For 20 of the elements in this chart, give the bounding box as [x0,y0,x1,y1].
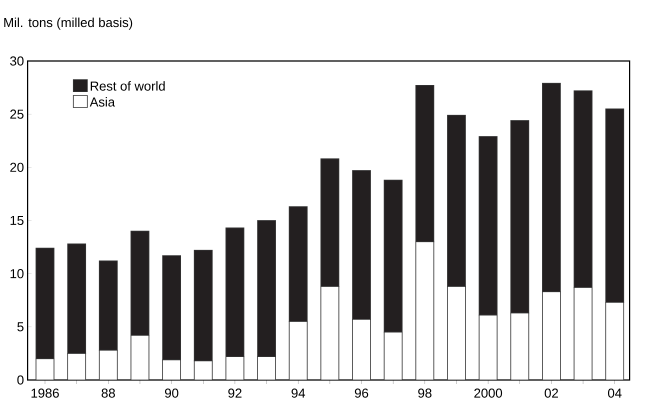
legend-label: Rest of world [90,81,165,91]
x-tick-label: 02 [544,388,558,398]
x-tick-label: 98 [418,388,432,398]
y-tick-label: 20 [10,162,24,172]
x-tick-label: 04 [608,388,622,398]
y-axis-title: Mil. tons (milled basis) [4,18,132,30]
y-tick-label: 0 [17,375,24,385]
y-tick-label: 15 [10,216,24,226]
y-tick-label: 30 [10,56,24,66]
x-tick-label: 2000 [474,388,502,398]
x-tick-label: 92 [228,388,242,398]
y-tick-label: 25 [10,110,24,119]
x-tick-label: 1986 [32,388,59,398]
x-tick-label: 94 [292,388,306,398]
x-tick-label: 90 [164,388,178,398]
y-tick-label: 10 [10,269,24,278]
y-tick-label: 5 [17,322,24,332]
x-tick-label: 88 [102,388,115,398]
legend-label: Asia [90,97,116,107]
x-tick-label: 96 [354,388,368,398]
